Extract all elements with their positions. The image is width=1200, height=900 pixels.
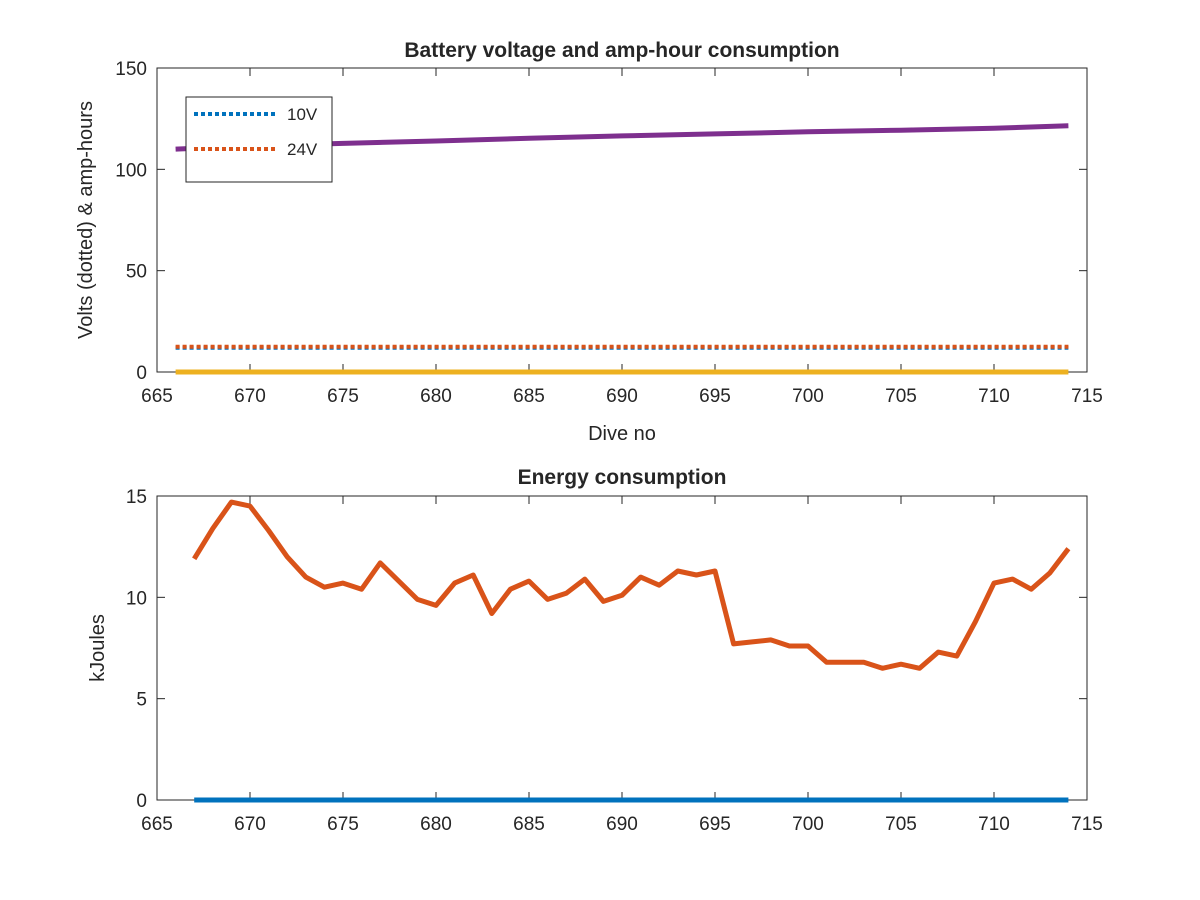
x-tick-label: 710 [978,386,1010,407]
legend: 10V 24V [185,96,333,183]
x-tick-label: 685 [513,814,545,835]
x-tick-label: 715 [1071,814,1103,835]
legend-label-24v: 24V [287,140,318,159]
x-tick-label: 715 [1071,386,1103,407]
x-tick-label: 700 [792,814,824,835]
x-tick-label: 690 [606,386,638,407]
legend-box [185,96,333,183]
subplot-energy: 665 670 675 680 685 690 695 700 705 710 715 0 5 10 15 E… [87,466,1103,835]
y-tick-label: 0 [136,791,147,812]
axes-box [156,495,1088,801]
x-tick-label: 705 [885,814,917,835]
x-tick-label: 695 [699,386,731,407]
x-tick-label: 670 [234,386,266,407]
x-tick-label: 710 [978,814,1010,835]
y-tick-label: 150 [115,59,147,80]
y-tick-label: 100 [115,160,147,181]
x-tick-label: 680 [420,386,452,407]
x-tick-label: 665 [141,814,173,835]
x-tick-label: 670 [234,814,266,835]
y-tick-label: 50 [126,262,147,283]
y-tick-label: 10 [126,588,147,609]
x-tick-label: 695 [699,814,731,835]
x-tick-label: 675 [327,814,359,835]
x-tick-label: 675 [327,386,359,407]
y-tick-label: 5 [136,690,147,711]
y-axis-label: Volts (dotted) & amp-hours [75,101,97,339]
y-tick-label: 15 [126,487,147,508]
chart-title: Energy consumption [518,466,727,489]
series-line-1-1 [192,499,1071,671]
x-tick-label: 700 [792,386,824,407]
subplot-battery: 665 670 675 680 685 690 695 700 705 710 715 0 50 100 1… [75,39,1103,445]
x-tick-label: 685 [513,386,545,407]
x-tick-label: 665 [141,386,173,407]
x-axis-label: Dive no [588,423,656,445]
legend-label-10v: 10V [287,105,318,124]
y-tick-label: 0 [136,363,147,384]
x-tick-label: 690 [606,814,638,835]
x-tick-label: 705 [885,386,917,407]
chart-title: Battery voltage and amp-hour consumption [404,39,839,62]
x-tick-label: 680 [420,814,452,835]
y-axis-label: kJoules [87,614,109,682]
